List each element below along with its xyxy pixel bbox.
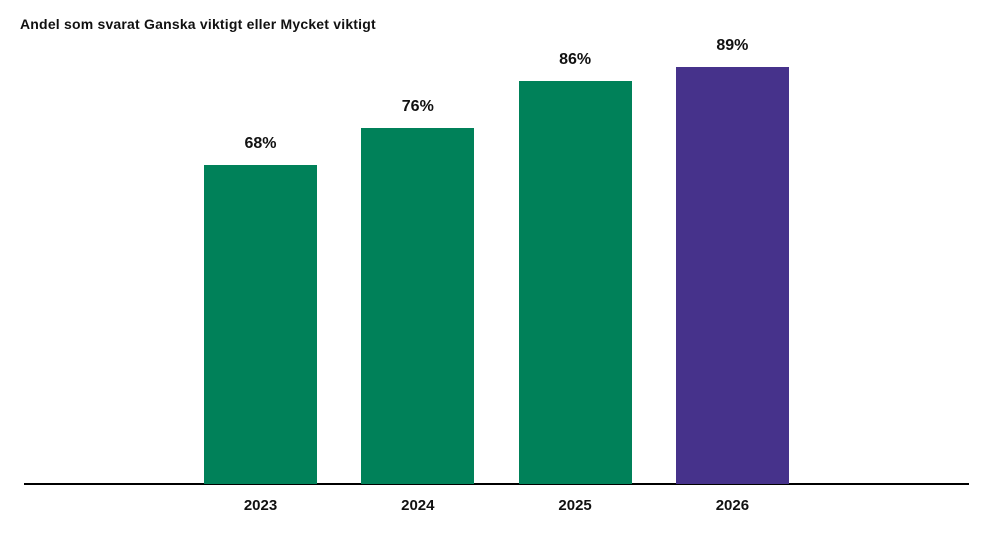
x-tick-label-2025: 2025 (558, 497, 592, 514)
bar-2025 (518, 81, 632, 484)
bar-value-label-2023: 68% (244, 135, 277, 152)
chart-title: Andel som svarat Ganska viktigt eller My… (20, 16, 376, 32)
bar-value-label-2025: 86% (559, 51, 592, 68)
x-axis-line (24, 483, 969, 485)
x-tick-label-2023: 2023 (243, 497, 278, 514)
bar-value-label-2024: 76% (401, 98, 434, 115)
bar-2024 (361, 128, 475, 484)
x-tick-label-2026: 2026 (715, 497, 750, 514)
bar-2026 (675, 67, 789, 484)
bar-value-label-2026: 89% (716, 37, 749, 54)
bar-2023 (204, 165, 317, 484)
x-tick-label-2024: 2024 (401, 497, 435, 514)
